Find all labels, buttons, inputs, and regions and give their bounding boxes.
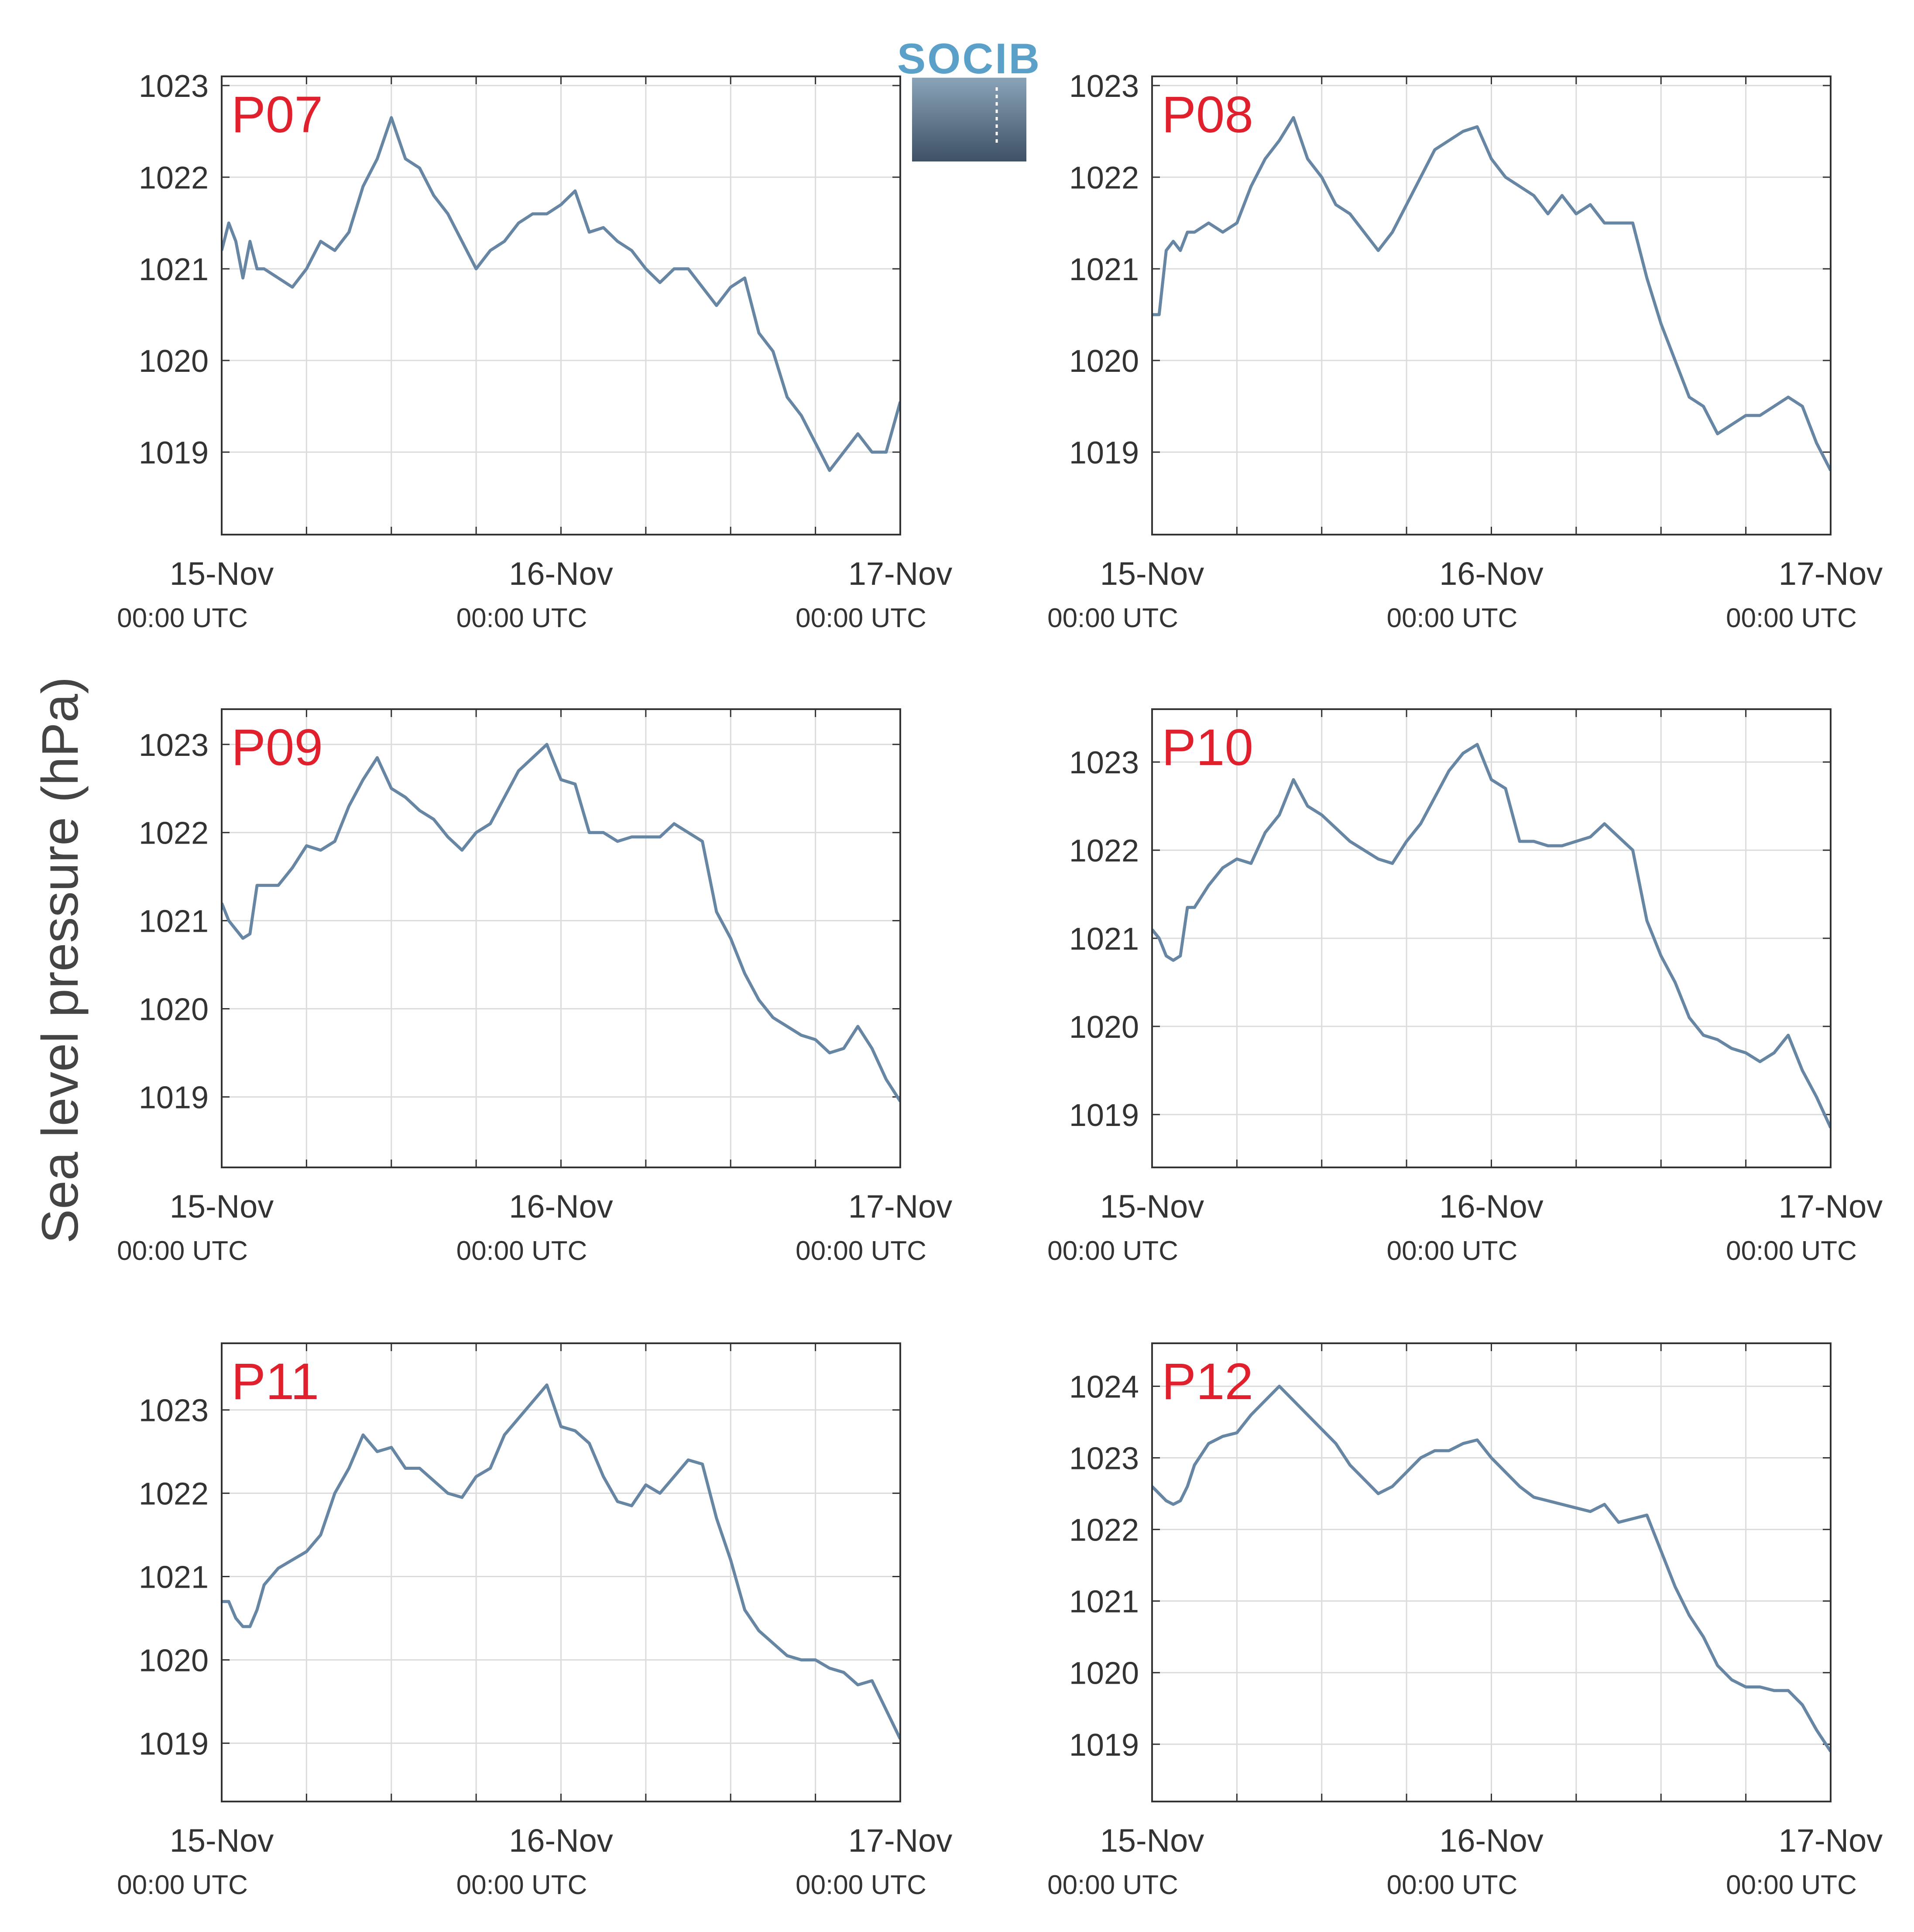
y-tick-label: 1022 — [139, 161, 209, 196]
series-line-p07 — [222, 116, 900, 472]
x-tick-label-date: 15-Nov — [170, 1188, 274, 1225]
y-tick-label: 1020 — [1069, 344, 1139, 379]
socib-logo: SOCIB — [897, 34, 1041, 161]
x-tick-label-time: 00:00 UTC — [456, 603, 587, 633]
x-tick-label-date: 15-Nov — [170, 556, 274, 592]
y-tick-label: 1023 — [1069, 1441, 1139, 1476]
x-tick-label-date: 16-Nov — [509, 556, 613, 592]
y-tick-label: 1021 — [139, 252, 209, 287]
y-tick-label: 1022 — [139, 816, 209, 851]
panel-p08: 1019 1020 1021 1022 1023 P08 15-Nov 00:00 UTC 16… — [1047, 69, 1883, 633]
y-tick-label: 1023 — [139, 69, 209, 104]
panel-label: P12 — [1162, 1353, 1253, 1410]
panels: 1019 1020 1021 1022 1023 P07 15-Nov 00:00 UTC 16… — [117, 69, 1883, 1900]
y-tick-label: 1022 — [1069, 834, 1139, 868]
x-tick-label-time: 00:00 UTC — [456, 1236, 587, 1266]
y-tick-label: 1019 — [1069, 436, 1139, 470]
y-tick-label: 1021 — [139, 1560, 209, 1595]
axes-frame — [1151, 708, 1832, 1168]
series-line-p12 — [1152, 1384, 1831, 1753]
x-tick-label-time: 00:00 UTC — [117, 1870, 248, 1900]
logo-text: SOCIB — [897, 34, 1041, 82]
y-tick-label: 1020 — [139, 344, 209, 379]
axes-frame — [1151, 1342, 1832, 1802]
y-tick-label: 1021 — [1069, 922, 1139, 957]
x-tick-label-date: 16-Nov — [509, 1188, 613, 1225]
x-tick-label-date: 15-Nov — [1100, 1188, 1204, 1225]
y-tick-label: 1024 — [1069, 1369, 1139, 1404]
x-tick-label-time: 00:00 UTC — [117, 603, 248, 633]
panel-label: P10 — [1162, 719, 1253, 776]
x-tick-label-time: 00:00 UTC — [1047, 1870, 1178, 1900]
y-tick-label: 1023 — [139, 1393, 209, 1428]
y-tick-label: 1019 — [1069, 1098, 1139, 1133]
panel-p07: 1019 1020 1021 1022 1023 P07 15-Nov 00:00 UTC 16… — [117, 69, 952, 633]
y-tick-label: 1020 — [139, 1643, 209, 1678]
series-line-p10 — [1152, 743, 1831, 1129]
y-tick-label: 1022 — [139, 1477, 209, 1512]
series-line-p08 — [1152, 116, 1831, 471]
x-tick-label-date: 15-Nov — [1100, 1822, 1204, 1859]
y-tick-label: 1020 — [139, 992, 209, 1027]
x-tick-label-date: 17-Nov — [1779, 556, 1883, 592]
y-axis-label: Sea level pressure (hPa) — [31, 677, 89, 1244]
x-tick-label-date: 16-Nov — [1439, 1822, 1544, 1859]
x-tick-label-date: 17-Nov — [1779, 1822, 1883, 1859]
panel-label: P09 — [231, 719, 323, 776]
y-tick-label: 1019 — [1069, 1728, 1139, 1763]
y-tick-label: 1021 — [1069, 1585, 1139, 1620]
logo-gradient-block — [912, 78, 1026, 161]
x-tick-label-time: 00:00 UTC — [1726, 603, 1857, 633]
panel-label: P08 — [1162, 86, 1253, 144]
y-tick-label: 1019 — [139, 436, 209, 470]
x-tick-label-time: 00:00 UTC — [1726, 1870, 1857, 1900]
x-tick-label-time: 00:00 UTC — [796, 603, 926, 633]
y-tick-label: 1020 — [1069, 1656, 1139, 1691]
y-tick-label: 1021 — [139, 904, 209, 939]
x-tick-label-date: 15-Nov — [1100, 556, 1204, 592]
y-tick-label: 1023 — [139, 728, 209, 763]
x-tick-label-time: 00:00 UTC — [1726, 1236, 1857, 1266]
x-tick-label-time: 00:00 UTC — [1047, 603, 1178, 633]
panel-p10: 1019 1020 1021 1022 1023 P10 15-Nov 00:00 UTC 16… — [1047, 708, 1883, 1266]
axes-frame — [1151, 75, 1832, 535]
panel-label: P11 — [231, 1353, 319, 1410]
x-tick-label-time: 00:00 UTC — [1047, 1236, 1178, 1266]
series-line-p11 — [222, 1383, 900, 1740]
x-tick-label-time: 00:00 UTC — [1387, 603, 1518, 633]
x-tick-label-time: 00:00 UTC — [1387, 1236, 1518, 1266]
x-tick-label-date: 17-Nov — [848, 1188, 953, 1225]
y-tick-label: 1021 — [1069, 252, 1139, 287]
x-tick-label-time: 00:00 UTC — [796, 1870, 926, 1900]
x-tick-label-time: 00:00 UTC — [456, 1870, 587, 1900]
x-tick-label-date: 17-Nov — [1779, 1188, 1883, 1225]
x-tick-label-date: 15-Nov — [170, 1822, 274, 1859]
y-tick-label: 1022 — [1069, 1513, 1139, 1548]
x-tick-label-date: 16-Nov — [509, 1822, 613, 1859]
axes-frame — [221, 75, 901, 535]
panel-p09: 1019 1020 1021 1022 1023 P09 15-Nov 00:00 UTC 16… — [117, 708, 953, 1266]
y-tick-label: 1020 — [1069, 1010, 1139, 1045]
x-tick-label-date: 17-Nov — [848, 556, 953, 592]
x-tick-label-date: 16-Nov — [1439, 556, 1544, 592]
y-tick-label: 1019 — [139, 1726, 209, 1761]
axes-frame — [221, 708, 901, 1168]
x-tick-label-time: 00:00 UTC — [117, 1236, 248, 1266]
y-tick-label: 1023 — [1069, 745, 1139, 780]
axes-frame — [221, 1342, 901, 1802]
panel-p11: 1019 1020 1021 1022 1023 P11 15-Nov 00:00 UTC 16… — [117, 1342, 953, 1900]
series-line-p09 — [222, 743, 900, 1102]
x-tick-label-date: 16-Nov — [1439, 1188, 1544, 1225]
x-tick-label-time: 00:00 UTC — [1387, 1870, 1518, 1900]
panel-p12: 1019 1020 1021 1022 1023 1024 P12 15-Nov 00:00 U… — [1047, 1342, 1883, 1900]
x-tick-label-date: 17-Nov — [848, 1822, 953, 1859]
x-tick-label-time: 00:00 UTC — [796, 1236, 926, 1266]
panel-label: P07 — [231, 86, 323, 144]
y-tick-label: 1019 — [139, 1080, 209, 1115]
y-tick-label: 1022 — [1069, 161, 1139, 196]
y-tick-label: 1023 — [1069, 69, 1139, 104]
